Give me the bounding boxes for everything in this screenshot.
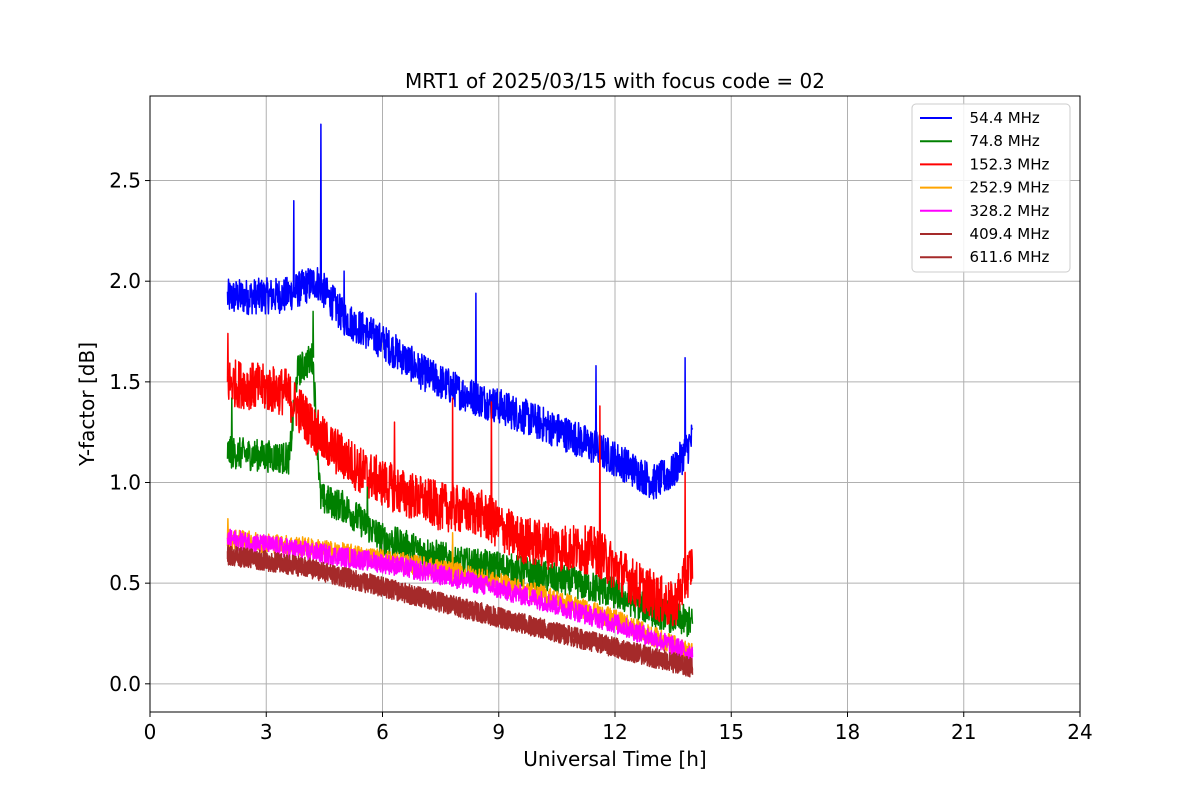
legend: 54.4 MHz 74.8 MHz 152.3 MHz 252.9 MHz 32… [911, 103, 1071, 273]
series-lines [226, 123, 694, 678]
legend-label-5: 409.4 MHz [960, 225, 1049, 243]
legend-label-6: 611.6 MHz [960, 248, 1049, 266]
x-tick-label: 15 [719, 720, 744, 744]
y-tick-label: 0.5 [109, 571, 141, 595]
series-line-6 [226, 545, 694, 677]
series-line-1 [226, 310, 694, 638]
x-tick-label: 18 [835, 720, 860, 744]
legend-label-3: 252.9 MHz [960, 179, 1049, 197]
y-tick-label: 1.5 [109, 370, 141, 394]
x-axis-label: Universal Time [h] [523, 747, 706, 771]
legend-label-4: 328.2 MHz [960, 202, 1049, 220]
legend-box [911, 103, 1071, 273]
series-line-2 [226, 332, 694, 627]
x-tick-label: 9 [492, 720, 505, 744]
legend-label-1: 74.8 MHz [960, 132, 1040, 150]
x-tick-label: 12 [602, 720, 627, 744]
legend-label-0: 54.4 MHz [960, 109, 1040, 127]
y-tick-label: 2.5 [109, 169, 141, 193]
x-tick-label: 3 [260, 720, 273, 744]
x-tick-label: 0 [144, 720, 157, 744]
legend-label-2: 152.3 MHz [960, 155, 1049, 173]
x-tick-label: 21 [951, 720, 976, 744]
series-line-0 [226, 123, 694, 500]
y-axis-label: Y-factor [dB] [75, 342, 99, 467]
y-tick-label: 0.0 [109, 672, 141, 696]
x-tick-label: 6 [376, 720, 389, 744]
axis-ticks: 0 3 6 9 12 15 18 21 24 0.0 0.5 1.0 1.5 2.0 2.5 [109, 169, 1093, 744]
y-tick-label: 1.0 [109, 471, 141, 495]
chart-title: MRT1 of 2025/03/15 with focus code = 02 [405, 69, 825, 93]
series-line-4 [226, 528, 694, 664]
x-tick-label: 24 [1067, 720, 1092, 744]
y-tick-label: 2.0 [109, 269, 141, 293]
